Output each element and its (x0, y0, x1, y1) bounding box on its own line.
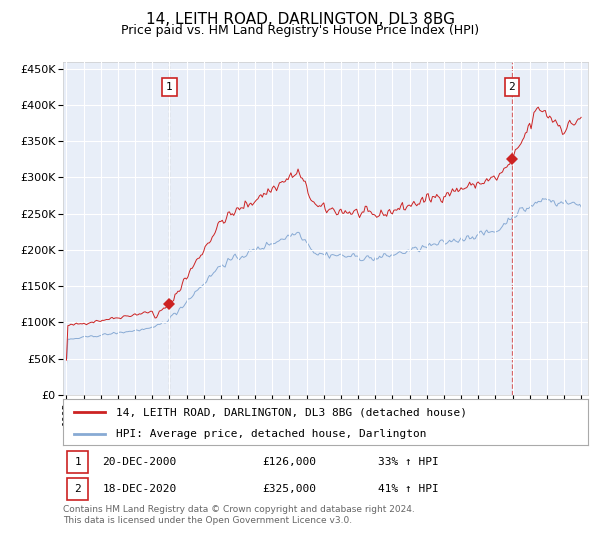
Text: 14, LEITH ROAD, DARLINGTON, DL3 8BG: 14, LEITH ROAD, DARLINGTON, DL3 8BG (146, 12, 455, 27)
Text: 14, LEITH ROAD, DARLINGTON, DL3 8BG (detached house): 14, LEITH ROAD, DARLINGTON, DL3 8BG (det… (115, 407, 467, 417)
Text: £126,000: £126,000 (263, 456, 317, 466)
FancyBboxPatch shape (67, 478, 88, 500)
Text: HPI: Average price, detached house, Darlington: HPI: Average price, detached house, Darl… (115, 429, 426, 438)
Text: £325,000: £325,000 (263, 484, 317, 494)
Text: 1: 1 (74, 456, 81, 466)
Text: 20-DEC-2000: 20-DEC-2000 (103, 456, 176, 466)
FancyBboxPatch shape (67, 451, 88, 473)
Text: 2: 2 (509, 82, 515, 92)
Text: Price paid vs. HM Land Registry's House Price Index (HPI): Price paid vs. HM Land Registry's House … (121, 24, 479, 36)
Text: 2: 2 (74, 484, 81, 494)
Text: 18-DEC-2020: 18-DEC-2020 (103, 484, 176, 494)
Text: 33% ↑ HPI: 33% ↑ HPI (378, 456, 439, 466)
Text: 41% ↑ HPI: 41% ↑ HPI (378, 484, 439, 494)
Text: Contains HM Land Registry data © Crown copyright and database right 2024.
This d: Contains HM Land Registry data © Crown c… (63, 505, 415, 525)
Text: 1: 1 (166, 82, 173, 92)
